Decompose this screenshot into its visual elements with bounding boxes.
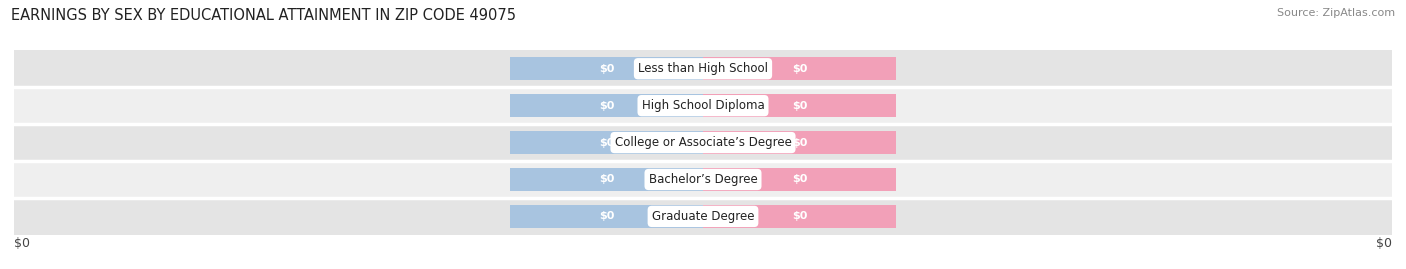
Text: Source: ZipAtlas.com: Source: ZipAtlas.com bbox=[1277, 8, 1395, 18]
Text: EARNINGS BY SEX BY EDUCATIONAL ATTAINMENT IN ZIP CODE 49075: EARNINGS BY SEX BY EDUCATIONAL ATTAINMEN… bbox=[11, 8, 516, 23]
Text: $0: $0 bbox=[599, 175, 614, 185]
Text: College or Associate’s Degree: College or Associate’s Degree bbox=[614, 136, 792, 149]
Bar bbox=[14, 161, 1392, 198]
Text: Bachelor’s Degree: Bachelor’s Degree bbox=[648, 173, 758, 186]
Text: $0: $0 bbox=[792, 211, 807, 221]
Text: $0: $0 bbox=[599, 64, 614, 74]
Bar bbox=[703, 205, 896, 228]
Bar bbox=[510, 131, 703, 154]
Bar bbox=[510, 94, 703, 117]
Text: $0: $0 bbox=[599, 101, 614, 111]
Bar bbox=[14, 124, 1392, 161]
Bar bbox=[14, 198, 1392, 235]
Text: Less than High School: Less than High School bbox=[638, 62, 768, 75]
Bar bbox=[703, 57, 896, 80]
Text: $0: $0 bbox=[599, 137, 614, 148]
Bar bbox=[510, 57, 703, 80]
Bar bbox=[14, 87, 1392, 124]
Text: $0: $0 bbox=[792, 137, 807, 148]
Bar bbox=[510, 205, 703, 228]
Bar bbox=[703, 131, 896, 154]
Bar bbox=[703, 94, 896, 117]
Bar bbox=[14, 50, 1392, 87]
Text: $0: $0 bbox=[14, 237, 30, 250]
Text: $0: $0 bbox=[599, 211, 614, 221]
Text: Graduate Degree: Graduate Degree bbox=[652, 210, 754, 223]
Text: $0: $0 bbox=[792, 101, 807, 111]
Text: $0: $0 bbox=[1376, 237, 1392, 250]
Bar bbox=[703, 168, 896, 191]
Text: $0: $0 bbox=[792, 175, 807, 185]
Text: High School Diploma: High School Diploma bbox=[641, 99, 765, 112]
Text: $0: $0 bbox=[792, 64, 807, 74]
Bar bbox=[510, 168, 703, 191]
